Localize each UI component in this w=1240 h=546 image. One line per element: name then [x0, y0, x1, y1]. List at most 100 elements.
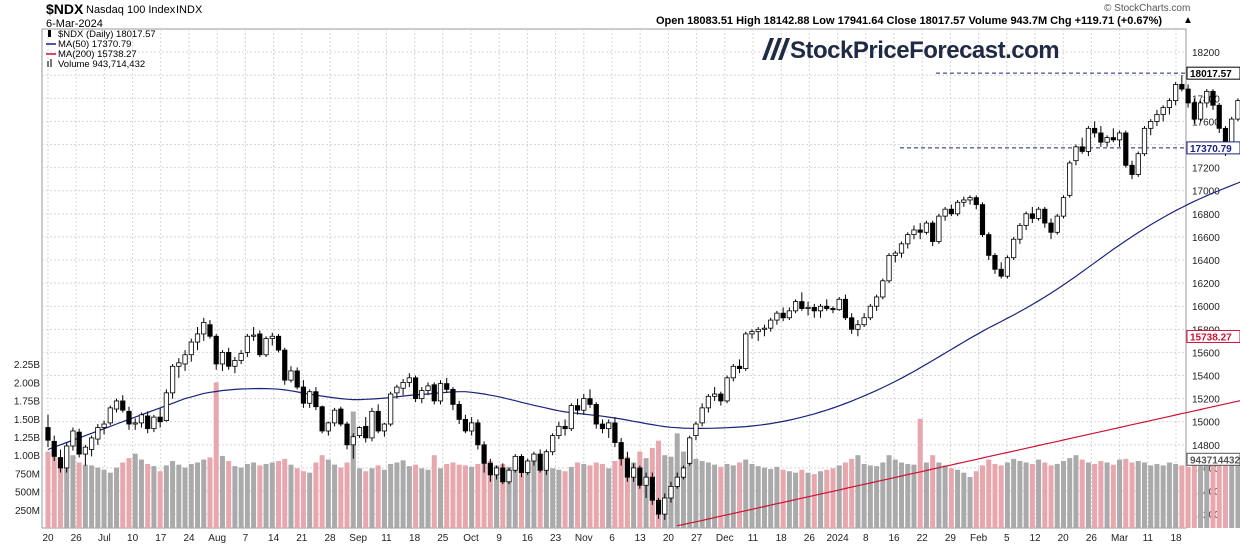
volume-bar [737, 462, 743, 528]
time-tick-label: 25 [437, 533, 449, 544]
candle-body [1160, 107, 1166, 115]
candle-body [344, 423, 350, 446]
candle-body [437, 383, 444, 402]
time-tick-label: 20 [1058, 533, 1070, 544]
volume-bar [556, 469, 562, 528]
candle-body [618, 442, 624, 460]
volume-bar [631, 462, 637, 528]
time-tick-label: Mar [1111, 533, 1129, 544]
ma50-line [47, 181, 1240, 451]
price-tick-label: 15200 [1192, 395, 1220, 406]
candle-body [412, 377, 419, 400]
time-tick-label: 16 [888, 533, 900, 544]
candle-body [350, 436, 356, 446]
watermark-logo: StockPriceForecast.com [762, 37, 1060, 64]
candle-body [1079, 146, 1085, 152]
candle-body [961, 199, 967, 203]
candle-body [57, 457, 64, 469]
volume-bar [120, 462, 126, 528]
candle-body [400, 382, 406, 389]
time-tick-label: 14 [268, 533, 280, 544]
candle-body [873, 296, 880, 307]
candle-body [169, 365, 176, 394]
candle-body [95, 427, 101, 440]
candle-body [244, 335, 250, 353]
volume-bar [662, 455, 668, 528]
volume-bar [319, 455, 325, 528]
copyright-notice: © StockCharts.com [1104, 3, 1191, 14]
candle-body [1235, 100, 1240, 120]
watermark-text: StockPriceForecast.com [790, 37, 1059, 64]
volume-bar [624, 456, 630, 528]
candle-body [512, 455, 518, 471]
candle-body [793, 301, 799, 312]
volume-bar [176, 464, 182, 528]
volume-tag-label: 943714432 [1190, 455, 1240, 466]
candle-body [1004, 257, 1011, 277]
candle-body [568, 405, 574, 430]
volume-bar [1067, 458, 1073, 528]
candle-body [986, 234, 992, 256]
time-tick-label: 26 [804, 533, 816, 544]
candle-body [269, 335, 275, 339]
volume-bar [1204, 465, 1210, 528]
price-tick-label: 17200 [1192, 164, 1220, 175]
volume-bar [500, 463, 506, 528]
candle-body [743, 333, 749, 369]
time-tick-label: 26 [71, 533, 83, 544]
volume-bar [1042, 462, 1048, 528]
volume-bar [1141, 462, 1147, 528]
candle-body [1054, 215, 1060, 233]
candle-body [880, 280, 886, 298]
volume-bar [861, 463, 867, 528]
volume-bar [369, 468, 375, 528]
price-tick-label: 16400 [1192, 256, 1220, 267]
candle-body [126, 410, 132, 425]
candle-body [680, 467, 687, 478]
candle-body [257, 333, 263, 356]
candle-body [431, 384, 437, 402]
volume-tick-label: 250M [15, 506, 40, 517]
volume-bar [300, 471, 306, 528]
candle-body [1029, 213, 1035, 219]
volume-bar [207, 457, 213, 528]
candle-body [1067, 162, 1073, 196]
candle-body [294, 370, 300, 388]
volume-bar [867, 465, 873, 528]
volume-bar [188, 463, 194, 528]
time-tick-label: 2024 [826, 533, 849, 544]
volume-bar [400, 460, 406, 528]
volume-bar [70, 455, 76, 528]
symbol-title: $NDX [46, 1, 84, 17]
volume-bar [1160, 465, 1166, 528]
volume-bar [307, 472, 313, 528]
volume-bar [599, 463, 605, 528]
candle-body [1166, 100, 1172, 108]
candle-body [637, 467, 643, 486]
volume-tick-label: 1.50B [14, 415, 40, 426]
time-tick-label: 7 [243, 533, 249, 544]
candle-body [388, 393, 394, 425]
volume-bar [618, 455, 624, 528]
volume-bar [886, 455, 892, 528]
volume-bar [992, 463, 998, 528]
volume-bar [132, 453, 138, 528]
candle-body [481, 444, 487, 464]
candle-body [1210, 90, 1216, 106]
volume-bar [874, 466, 880, 528]
volume-bar [705, 462, 711, 528]
volume-bar [587, 465, 593, 528]
candle-body [331, 409, 338, 424]
candle-body [574, 405, 581, 411]
candle-body [799, 301, 805, 309]
candle-body [606, 422, 612, 430]
candle-body [1085, 127, 1092, 152]
time-tick-label: 8 [863, 533, 869, 544]
volume-bar [1154, 463, 1160, 528]
volume-bar [955, 469, 961, 528]
candle-body [238, 353, 244, 361]
volume-bar [780, 469, 786, 528]
candle-body [1216, 104, 1222, 129]
candle-body [1011, 238, 1017, 259]
volume-bar [350, 411, 356, 528]
